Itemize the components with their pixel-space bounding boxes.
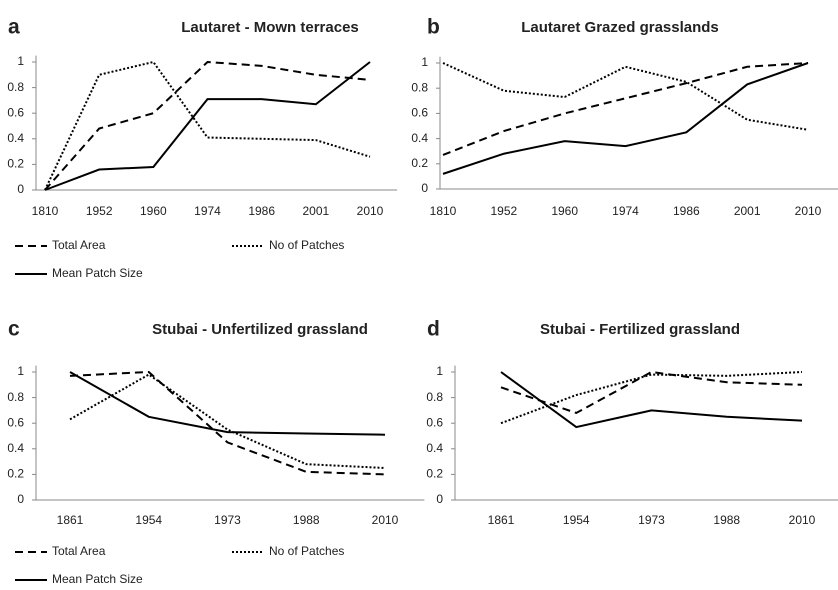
- x-tick-label: 1988: [713, 513, 740, 527]
- chart-panel: b Lautaret Grazed grasslands 0 0.2 0.4 0.6 0.8…: [411, 16, 838, 218]
- y-tick-label: 1: [17, 54, 24, 68]
- x-tick-label: 1986: [248, 204, 275, 218]
- x-tick-label: 1973: [638, 513, 665, 527]
- series-line: [442, 62, 809, 156]
- y-tick-label: 1: [436, 364, 443, 378]
- y-tick-label: 0.2: [7, 467, 24, 481]
- x-tick-label: 1861: [57, 513, 84, 527]
- legend-label: Mean Patch Size: [52, 266, 143, 280]
- x-tick-label: 1952: [86, 204, 113, 218]
- y-tick-label: 0.8: [7, 390, 24, 404]
- x-tick-label: 2010: [357, 204, 384, 218]
- panel-letter: a: [8, 16, 20, 39]
- series-line: [44, 61, 371, 191]
- legend-label: Mean Patch Size: [52, 572, 143, 586]
- y-tick-label: 0: [17, 492, 24, 506]
- y-tick-label: 0.4: [426, 441, 443, 455]
- y-tick-label: 0.2: [426, 467, 443, 481]
- series-line: [44, 60, 371, 191]
- series-line: [69, 373, 386, 469]
- chart-title: Stubai - Unfertilized grassland: [152, 321, 368, 338]
- panel-letter: d: [427, 318, 440, 341]
- legend-label: No of Patches: [269, 238, 344, 252]
- chart-panel: a Lautaret - Mown terraces 0 0.2 0.4 0.6 0.8 1 1…: [7, 16, 398, 280]
- series-line: [442, 62, 809, 131]
- x-tick-label: 1810: [430, 204, 457, 218]
- series-line: [44, 60, 371, 191]
- chart-panel: c Stubai - Unfertilized grassland 0 0.2 0.4 0…: [7, 318, 425, 586]
- series-line: [69, 370, 386, 476]
- x-tick-label: 1861: [488, 513, 515, 527]
- x-tick-label: 1973: [214, 513, 241, 527]
- x-tick-label: 2010: [795, 204, 822, 218]
- series-line: [442, 62, 809, 175]
- legend-label: Total Area: [52, 238, 106, 252]
- x-tick-label: 1954: [135, 513, 162, 527]
- y-tick-label: 0.6: [7, 105, 24, 119]
- y-tick-label: 0.8: [7, 80, 24, 94]
- chart-title: Stubai - Fertilized grassland: [540, 321, 740, 338]
- y-tick-label: 0: [17, 182, 24, 196]
- y-tick-label: 0.8: [426, 390, 443, 404]
- x-tick-label: 1988: [293, 513, 320, 527]
- series-line: [500, 371, 803, 429]
- y-tick-label: 0.2: [7, 157, 24, 171]
- x-tick-label: 1974: [612, 204, 639, 218]
- panel-letter: c: [8, 318, 20, 341]
- x-tick-label: 1960: [140, 204, 167, 218]
- chart-title: Lautaret Grazed grasslands: [521, 19, 719, 36]
- x-tick-label: 1960: [551, 204, 578, 218]
- x-tick-label: 2010: [789, 513, 816, 527]
- y-tick-label: 0.6: [426, 415, 443, 429]
- x-tick-label: 1954: [563, 513, 590, 527]
- y-tick-label: 0.2: [411, 156, 428, 170]
- legend-label: Total Area: [52, 544, 106, 558]
- chart-title: Lautaret - Mown terraces: [181, 19, 359, 36]
- y-tick-label: 0: [421, 181, 428, 195]
- y-tick-label: 0.4: [7, 131, 24, 145]
- panel-letter: b: [427, 16, 440, 39]
- chart-panel: d Stubai - Fertilized grassland 0 0.2 0.4 0.6…: [426, 318, 838, 527]
- series-line: [500, 371, 803, 425]
- x-tick-label: 1810: [32, 204, 59, 218]
- x-tick-label: 2010: [372, 513, 399, 527]
- x-tick-label: 1952: [490, 204, 517, 218]
- x-tick-label: 2001: [734, 204, 761, 218]
- x-tick-label: 1986: [673, 204, 700, 218]
- y-tick-label: 0: [436, 492, 443, 506]
- y-tick-label: 0.6: [7, 415, 24, 429]
- legend-label: No of Patches: [269, 544, 344, 558]
- x-tick-label: 1974: [194, 204, 221, 218]
- x-tick-label: 2001: [302, 204, 329, 218]
- y-tick-label: 1: [421, 55, 428, 69]
- y-tick-label: 0.4: [411, 131, 428, 145]
- series-line: [69, 371, 386, 436]
- y-tick-label: 0.6: [411, 106, 428, 120]
- y-tick-label: 1: [17, 364, 24, 378]
- y-tick-label: 0.8: [411, 80, 428, 94]
- y-tick-label: 0.4: [7, 441, 24, 455]
